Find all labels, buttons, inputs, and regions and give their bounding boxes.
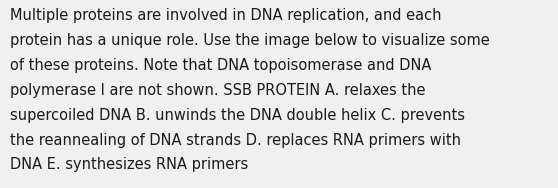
Text: the reannealing of DNA strands D. replaces RNA primers with: the reannealing of DNA strands D. replac… [10,133,461,148]
Text: polymerase I are not shown. SSB PROTEIN A. relaxes the: polymerase I are not shown. SSB PROTEIN … [10,83,426,98]
Text: of these proteins. Note that DNA topoisomerase and DNA: of these proteins. Note that DNA topoiso… [10,58,431,73]
Text: DNA E. synthesizes RNA primers: DNA E. synthesizes RNA primers [10,157,248,172]
Text: Multiple proteins are involved in DNA replication, and each: Multiple proteins are involved in DNA re… [10,8,441,24]
Text: supercoiled DNA B. unwinds the DNA double helix C. prevents: supercoiled DNA B. unwinds the DNA doubl… [10,108,465,123]
Text: protein has a unique role. Use the image below to visualize some: protein has a unique role. Use the image… [10,33,490,48]
